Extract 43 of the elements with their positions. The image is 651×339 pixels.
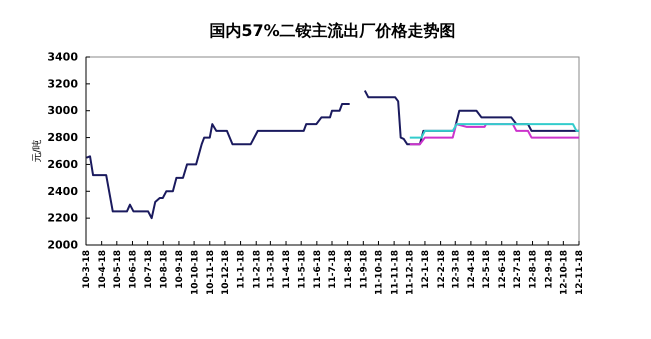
y-tick-label: 2200	[47, 212, 78, 225]
chart-title: 国内57%二铵主流出厂价格走势图	[209, 21, 456, 40]
x-tick-label: 11-6-18	[312, 250, 323, 289]
y-tick-label: 2000	[47, 238, 78, 252]
x-tick-label: 12-7-18	[513, 250, 524, 289]
y-tick-label: 2600	[47, 158, 78, 171]
x-tick-label: 12-2-18	[436, 250, 447, 289]
x-tick-label: 11-12-18	[405, 250, 416, 296]
x-tick-label: 12-8-18	[528, 250, 539, 289]
x-tick-label: 10-7-18	[144, 250, 154, 289]
x-tick-label: 12-10-18	[559, 250, 570, 296]
x-tick-label: 11-4-18	[282, 250, 292, 289]
x-tick-label: 10-12-18	[221, 250, 232, 296]
x-tick-label: 11-10-18	[374, 250, 385, 296]
x-tick-label: 11-7-18	[328, 250, 338, 289]
x-tick-label: 10-11-18	[206, 250, 216, 296]
y-tick-label: 3000	[47, 104, 78, 118]
x-tick-label: 10-8-18	[159, 250, 170, 289]
x-tick-label: 10-4-18	[98, 250, 108, 289]
x-tick-label: 11-11-18	[390, 250, 400, 296]
x-tick-label: 11-3-18	[266, 250, 277, 289]
x-tick-label: 11-8-18	[344, 250, 354, 289]
y-tick-label: 3200	[47, 77, 78, 90]
x-tick-label: 12-3-18	[451, 250, 462, 289]
x-tick-label: 10-9-18	[175, 250, 186, 289]
x-tick-label: 12-5-18	[482, 250, 492, 289]
x-tick-label: 11-2-18	[252, 250, 262, 289]
x-tick-label: 11-1-18	[236, 250, 247, 289]
x-tick-label: 12-9-18	[544, 250, 554, 289]
x-tick-label: 11-5-18	[297, 250, 308, 289]
x-tick-label: 10-3-18	[82, 250, 92, 289]
x-tick-label: 12-4-18	[467, 250, 478, 289]
x-tick-label: 10-10-18	[190, 250, 200, 296]
y-tick-label: 2800	[47, 131, 78, 144]
y-axis-title: 元/吨	[31, 139, 43, 163]
x-tick-label: 10-6-18	[128, 250, 139, 289]
x-tick-label: 12-11-18	[575, 250, 586, 296]
x-tick-label: 12-6-18	[498, 250, 508, 289]
x-tick-label: 12-1-18	[421, 250, 432, 289]
x-tick-label: 11-9-18	[359, 250, 370, 289]
y-tick-label: 3400	[47, 50, 78, 64]
x-tick-label: 10-5-18	[112, 250, 123, 289]
y-tick-label: 2400	[47, 184, 78, 198]
